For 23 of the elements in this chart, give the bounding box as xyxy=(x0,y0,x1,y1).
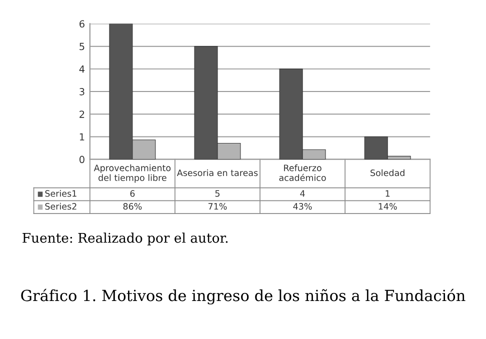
data-label: 43% xyxy=(293,203,312,210)
data-label: 86% xyxy=(123,203,142,210)
text: Gráfico 1. Motivos de ingreso de los niños a la Fundación xyxy=(21,288,466,304)
y-tick-label: 4 xyxy=(79,66,85,73)
x-tick-label: Refuerzo académico xyxy=(279,164,326,182)
source-note: Fuente: Realizado por el autor. xyxy=(22,232,228,246)
y-tick-label: 1 xyxy=(80,133,84,140)
data-label: 4 xyxy=(300,190,305,197)
y-tick-label: 3 xyxy=(80,88,84,96)
data-label: 6 xyxy=(130,190,135,197)
legend-label: Series2 xyxy=(45,202,76,210)
data-label: 5 xyxy=(215,190,220,197)
y-tick-label: 5 xyxy=(80,42,84,50)
data-label: 71% xyxy=(208,203,227,210)
data-label: 1 xyxy=(386,190,390,197)
y-tick-label: 2 xyxy=(80,110,84,118)
y-tick-label: 0 xyxy=(80,156,84,164)
x-tick-label: Asesoria en tareas xyxy=(176,169,258,176)
y-tick-label: 6 xyxy=(80,20,84,28)
data-label: 14% xyxy=(378,203,397,210)
x-tick-label: Aprovechamiento del tiempo libre xyxy=(94,164,171,183)
x-tick-label: Soledad xyxy=(370,169,404,176)
legend-label: Series1 xyxy=(45,190,76,197)
